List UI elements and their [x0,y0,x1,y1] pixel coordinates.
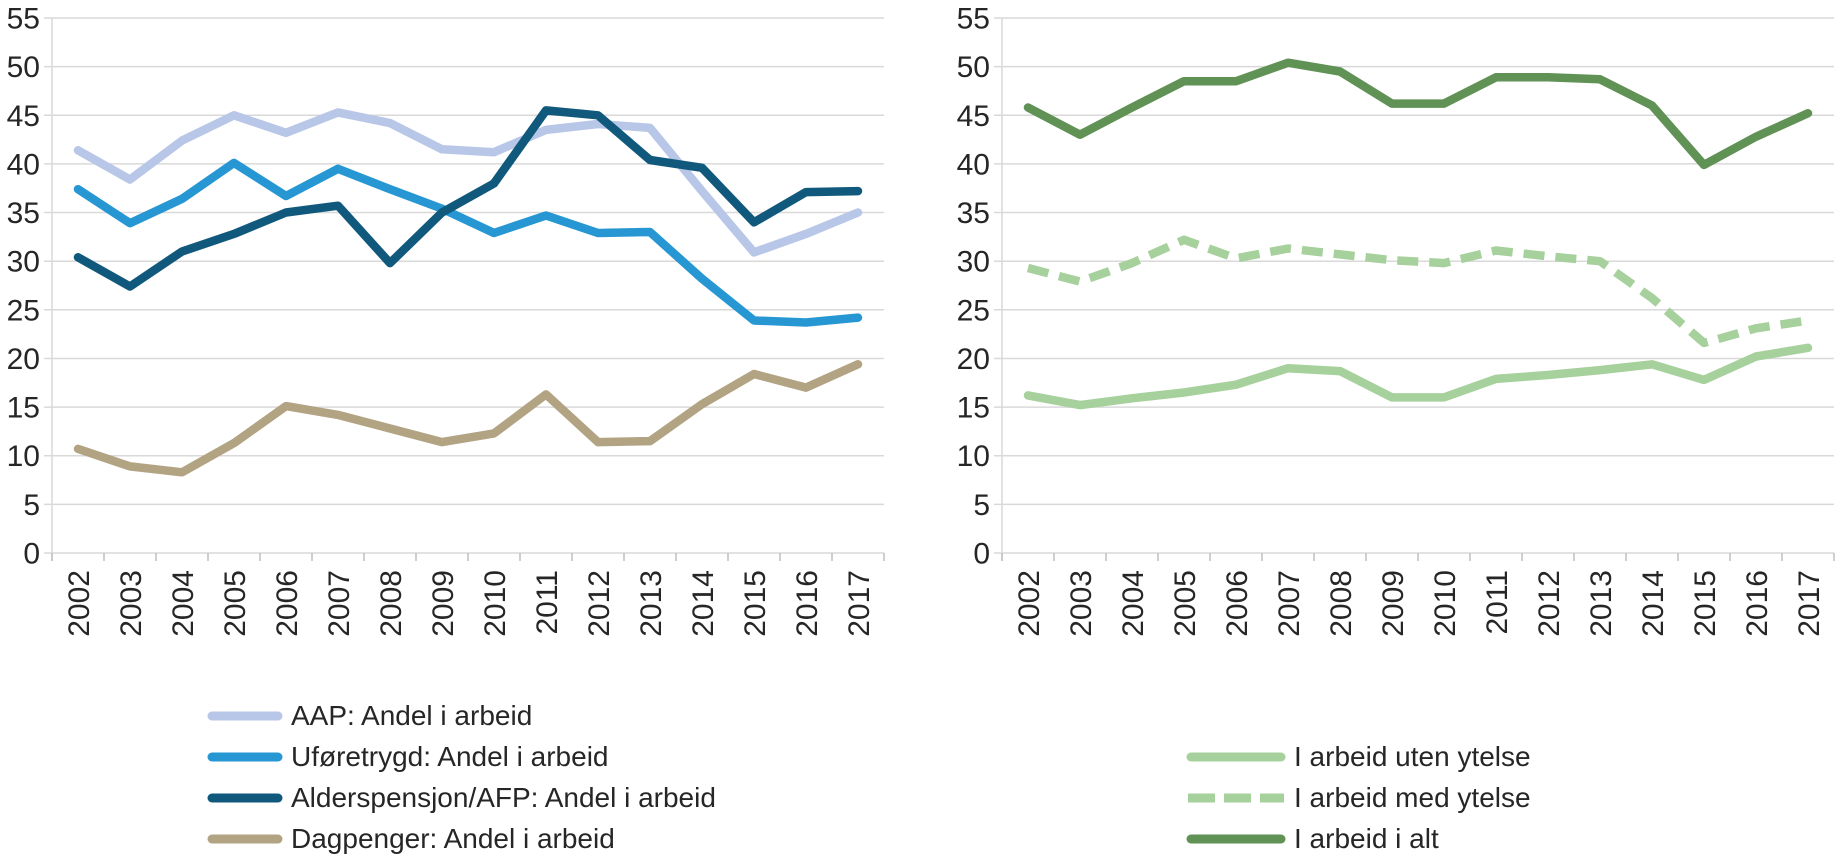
x-label-2003: 2003 [115,570,148,637]
x-label-2012: 2012 [583,570,616,637]
x-label-2005: 2005 [1169,570,1202,637]
chart-panel-right: 0 5 10 15 20 25 30 35 40 45 50 55 2002 2003 2004 2005 20… [957,3,1835,637]
y-tick-label-5: 5 [973,489,990,522]
legend-label: Uføretrygd: Andel i arbeid [291,741,609,773]
x-label-2010: 2010 [1429,570,1462,637]
legend-label: I arbeid med ytelse [1294,782,1531,814]
legend-swatch-uf-retrygd-andel-i-arbeid [207,752,283,762]
y-tick-label-35: 35 [957,197,990,230]
legend-item-i-arbeid-med-ytelse: I arbeid med ytelse [1186,778,1531,819]
y-tick-label-45: 45 [7,100,40,133]
y-tick-label-10: 10 [7,440,40,473]
series-line-i-arbeid-med-ytelse [1026,235,1809,348]
legend-swatch-i-arbeid-uten-ytelse [1186,752,1286,762]
y-tick-label-55: 55 [957,3,990,36]
series-line-i-arbeid-uten-ytelse [1023,343,1813,410]
y-tick-label-25: 25 [7,294,40,327]
x-label-2004: 2004 [1117,570,1150,637]
y-tick-label-25: 25 [957,294,990,327]
x-label-2010: 2010 [479,570,512,637]
x-label-2008: 2008 [375,570,408,637]
x-label-2016: 2016 [791,570,824,637]
legend-item-alderspensjon-afp-andel-i-arbeid: Alderspensjon/AFP: Andel i arbeid [207,778,716,819]
y-tick-label-0: 0 [23,538,40,571]
y-tick-label-40: 40 [7,148,40,181]
legend-swatch-i-arbeid-i-alt [1186,834,1286,844]
y-tick-label-35: 35 [7,197,40,230]
y-tick-label-40: 40 [957,148,990,181]
y-tick-label-5: 5 [23,489,40,522]
x-label-2003: 2003 [1065,570,1098,637]
y-tick-label-50: 50 [957,51,990,84]
x-label-2017: 2017 [843,570,876,637]
y-tick-label-0: 0 [973,538,990,571]
x-label-2009: 2009 [1377,570,1410,637]
legend-label: Dagpenger: Andel i arbeid [291,822,615,854]
legend-item-aap-andel-i-arbeid: AAP: Andel i arbeid [207,696,716,737]
legend-swatch-dagpenger-andel-i-arbeid [207,834,283,844]
x-label-2015: 2015 [1689,570,1722,637]
x-label-2002: 2002 [63,570,96,637]
x-label-2017: 2017 [1793,570,1826,637]
legend-item-i-arbeid-uten-ytelse: I arbeid uten ytelse [1186,737,1531,778]
chart-panel-left: 0 5 10 15 20 25 30 35 40 45 50 55 2002 2003 2004 2005 20… [7,3,885,637]
series-line-dagpenger-andel-i-arbeid [73,360,863,477]
series-line-aap-andel-i-arbeid [73,108,863,257]
y-tick-label-15: 15 [7,392,40,425]
legend-item-dagpenger-andel-i-arbeid: Dagpenger: Andel i arbeid [207,818,716,859]
series-line-alderspensjon-afp-andel-i-arbeid [73,106,863,291]
x-label-2008: 2008 [1325,570,1358,637]
legend-swatch-alderspensjon-afp-andel-i-arbeid [207,793,283,803]
legend-label: AAP: Andel i arbeid [291,700,533,732]
x-label-2007: 2007 [1273,570,1306,637]
y-tick-label-30: 30 [7,246,40,279]
legend-label: Alderspensjon/AFP: Andel i arbeid [291,781,716,813]
legend-left: AAP: Andel i arbeid Uføretrygd: Andel i a… [207,696,716,859]
x-label-2012: 2012 [1533,570,1566,637]
x-label-2002: 2002 [1013,570,1046,637]
legend-item-uf-retrygd-andel-i-arbeid: Uføretrygd: Andel i arbeid [207,737,716,778]
x-label-2011: 2011 [1481,570,1514,635]
x-label-2014: 2014 [1637,570,1670,637]
x-label-2007: 2007 [323,570,356,637]
y-tick-label-10: 10 [957,440,990,473]
x-label-2005: 2005 [219,570,252,637]
x-label-2011: 2011 [531,570,564,635]
legend-right: I arbeid uten ytelse I arbeid med ytelse I… [1186,737,1531,859]
y-tick-label-30: 30 [957,246,990,279]
x-label-2016: 2016 [1741,570,1774,637]
x-label-2006: 2006 [271,570,304,637]
legend-swatch-i-arbeid-med-ytelse [1188,793,1284,803]
legend-item-i-arbeid-i-alt: I arbeid i alt [1186,819,1531,859]
y-tick-label-45: 45 [957,100,990,133]
series-line-uf-retrygd-andel-i-arbeid [73,158,863,327]
legend-label: I arbeid uten ytelse [1294,741,1531,773]
x-label-2004: 2004 [167,570,200,637]
y-tick-label-20: 20 [957,343,990,376]
legend-swatch-aap-andel-i-arbeid [207,711,283,721]
y-tick-label-50: 50 [7,51,40,84]
x-label-2014: 2014 [687,570,720,637]
y-tick-label-55: 55 [7,3,40,36]
x-label-2013: 2013 [635,570,668,637]
legend-label: I arbeid i alt [1294,822,1439,854]
y-tick-label-20: 20 [7,343,40,376]
x-label-2006: 2006 [1221,570,1254,637]
series-line-i-arbeid-i-alt [1023,58,1813,170]
x-label-2015: 2015 [739,570,772,637]
y-tick-label-15: 15 [957,392,990,425]
x-label-2013: 2013 [1585,570,1618,637]
x-label-2009: 2009 [427,570,460,637]
